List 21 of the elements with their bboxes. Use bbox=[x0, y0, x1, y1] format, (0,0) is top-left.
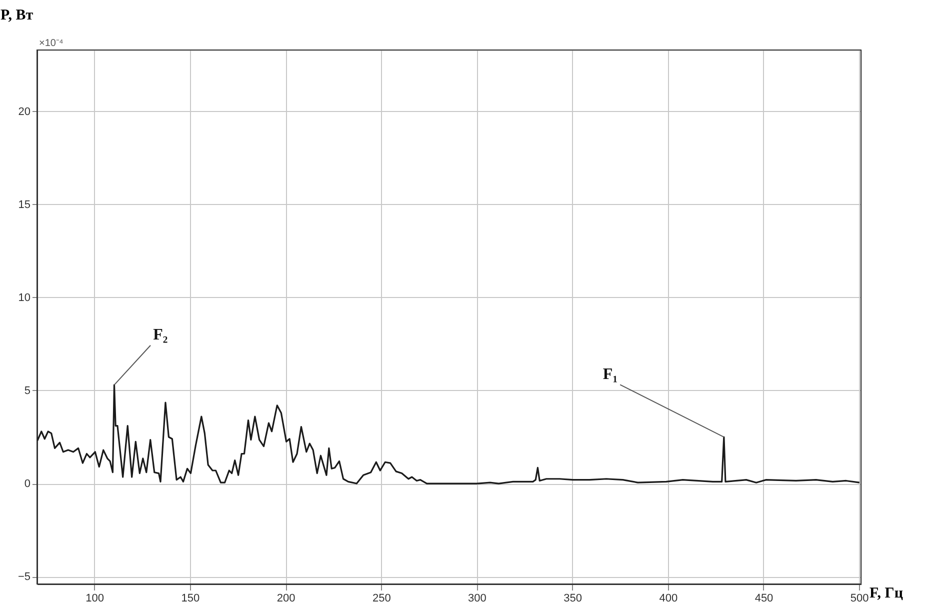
x-tick-label: 100 bbox=[86, 592, 104, 604]
x-tick-label: 200 bbox=[276, 592, 296, 604]
x-tick-label: 450 bbox=[754, 592, 774, 604]
annotation: F₁ bbox=[602, 366, 618, 383]
annotation: F₂ bbox=[153, 326, 168, 344]
y-axis-title: P, Вт bbox=[0, 8, 34, 24]
x-tick-label: 400 bbox=[659, 592, 678, 604]
y-tick-label: 10 bbox=[18, 292, 30, 304]
y-tick-label: 20 bbox=[18, 106, 30, 118]
y-tick-label: 0 bbox=[24, 478, 30, 490]
y-tick-label: 5 bbox=[24, 384, 30, 397]
x-tick-label: 250 bbox=[372, 592, 391, 604]
x-tick-label: 300 bbox=[468, 592, 486, 604]
x-axis-title: F, Гц bbox=[870, 586, 904, 602]
line-series bbox=[36, 384, 860, 484]
text: ×10⁻⁴ bbox=[39, 38, 64, 49]
x-tick-label: 350 bbox=[564, 592, 582, 604]
x-tick-label: 150 bbox=[181, 592, 200, 604]
x-tick-label: 500 bbox=[850, 592, 869, 604]
y-tick-label: 15 bbox=[18, 198, 30, 211]
y-tick-label: −5 bbox=[18, 571, 30, 584]
